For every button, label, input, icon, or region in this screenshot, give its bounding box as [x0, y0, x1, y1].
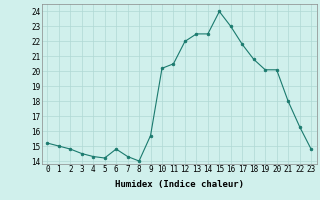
X-axis label: Humidex (Indice chaleur): Humidex (Indice chaleur) — [115, 180, 244, 189]
